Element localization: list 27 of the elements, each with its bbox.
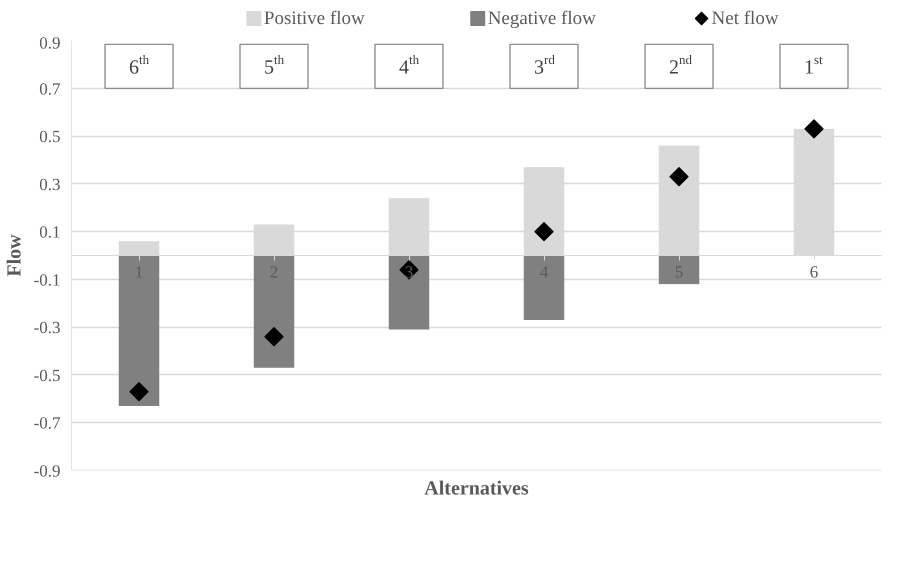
point (534, 222, 554, 242)
y-tick-label: -0.3 (34, 318, 61, 338)
bar (524, 256, 564, 320)
y-tick-label: 0.7 (39, 79, 61, 98)
bar (658, 256, 700, 284)
y-tick-label: -0.5 (34, 366, 61, 385)
point (804, 119, 824, 139)
x-axis-title: Alternatives (424, 478, 529, 500)
bar (388, 256, 430, 330)
y-tick-label: -0.1 (34, 270, 61, 290)
y-tick-label: -0.7 (34, 414, 61, 433)
y-axis-title: Flow (4, 234, 26, 277)
legend-label: Net flow (712, 8, 779, 29)
point (129, 382, 149, 402)
bar (118, 256, 160, 406)
legend-label: Positive flow (264, 8, 365, 29)
legend-label: Negative flow (488, 8, 596, 29)
bar (254, 256, 294, 368)
y-tick-label: -0.9 (34, 462, 61, 480)
x-tick-label: 3 (404, 262, 414, 282)
x-tick-label: 6 (810, 262, 818, 282)
y-tick-label: 0.3 (39, 174, 60, 194)
point (264, 327, 284, 346)
y-tick-label: 0.1 (39, 222, 60, 242)
point (669, 166, 689, 186)
y-tick-label: 0.9 (39, 34, 60, 52)
y-tick-label: 0.5 (39, 127, 60, 146)
